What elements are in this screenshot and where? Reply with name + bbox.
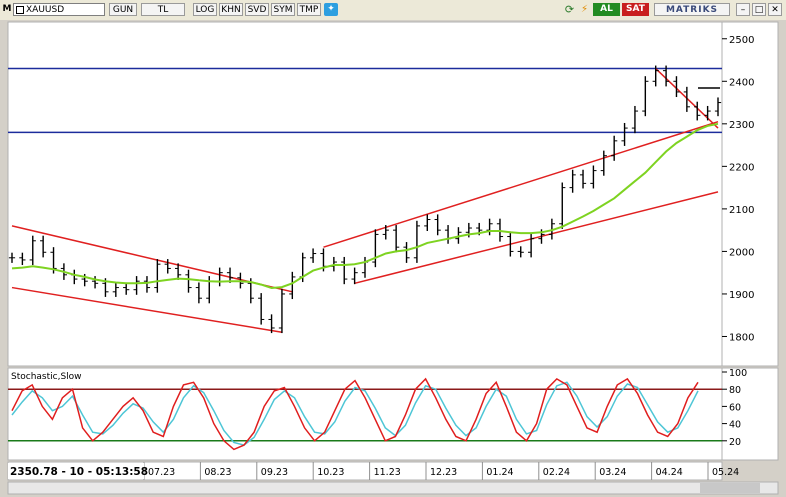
toolbar: M XAUUSD GUN TL LOG KHN SVD SYM TMP ✦ ⟳ … — [0, 0, 786, 21]
price-tick-label: 2000 — [729, 247, 754, 258]
symbol-label: XAUUSD — [26, 5, 65, 15]
stochastic-tick-label: 100 — [729, 368, 747, 379]
price-tick-label: 1900 — [729, 290, 754, 301]
scrollbar-thumb[interactable] — [700, 483, 760, 493]
status-readout: 2350.78 - 10 - 05:13:58 — [10, 466, 148, 478]
stochastic-slow-line — [11, 381, 699, 446]
date-tick-label: 08.23 — [204, 467, 231, 478]
symbol-box[interactable]: XAUUSD — [13, 3, 105, 16]
lightning-icon[interactable]: ⚡ — [580, 4, 589, 15]
sell-button[interactable]: SAT — [622, 3, 649, 16]
svd-button[interactable]: SVD — [245, 3, 269, 16]
price-tick-label: 1800 — [729, 332, 754, 343]
readout-box — [8, 463, 144, 479]
minimize-icon[interactable]: – — [736, 3, 750, 16]
menu-button[interactable]: M — [2, 4, 12, 14]
gun-button[interactable]: GUN — [109, 3, 137, 16]
scrollbar[interactable] — [7, 481, 779, 495]
price-tick-label: 2300 — [729, 120, 754, 131]
price-panel — [7, 21, 723, 367]
date-tick-label: 05.24 — [712, 467, 739, 478]
price-tick-label: 2200 — [729, 162, 754, 173]
date-tick-label: 04.24 — [656, 467, 683, 478]
price-axis-panel — [721, 21, 779, 367]
trend-line[interactable] — [354, 191, 719, 285]
stochastic-tick-label: 60 — [729, 402, 741, 413]
date-tick-label: 10.23 — [317, 467, 344, 478]
maximize-icon[interactable]: □ — [752, 3, 766, 16]
close-icon[interactable]: ✕ — [768, 3, 782, 16]
date-tick-label: 02.24 — [543, 467, 570, 478]
date-tick-label: 11.23 — [374, 467, 401, 478]
stochastic-tick-label: 80 — [729, 385, 741, 396]
buy-button[interactable]: AL — [593, 3, 620, 16]
price-tick-label: 2100 — [729, 205, 754, 216]
stochastic-title: Stochastic,Slow — [11, 372, 82, 382]
brand-logo: MATRIKS — [654, 3, 730, 16]
dropdown-square-icon — [16, 6, 24, 14]
stochastic-panel — [7, 367, 723, 461]
trend-line[interactable] — [323, 120, 719, 248]
chart-area[interactable]: 1800 1900 2000 2100 2200 2300 2400 2500 Stochas… — [0, 20, 786, 497]
tmp-button[interactable]: TMP — [297, 3, 321, 16]
stochastic-tick-label: 40 — [729, 420, 741, 431]
price-tick-label: 2400 — [729, 77, 754, 88]
twitter-icon[interactable]: ✦ — [324, 3, 338, 16]
date-tick-label: 12.23 — [430, 467, 457, 478]
sym-button[interactable]: SYM — [271, 3, 295, 16]
khn-button[interactable]: KHN — [219, 3, 243, 16]
tl-button[interactable]: TL — [141, 3, 185, 16]
price-tick-label: 2500 — [729, 35, 754, 46]
date-tick-label: 09.23 — [261, 467, 288, 478]
stochastic-axis-panel — [721, 367, 779, 461]
moving-average-line — [11, 122, 719, 290]
stochastic-fast-line — [11, 377, 699, 451]
date-tick-label: 03.24 — [599, 467, 626, 478]
trend-line[interactable] — [11, 286, 283, 333]
stochastic-tick-label: 20 — [729, 437, 741, 448]
date-tick-label: 01.24 — [486, 467, 513, 478]
date-tick-label: 07.23 — [148, 467, 175, 478]
log-button[interactable]: LOG — [193, 3, 217, 16]
refresh-icon[interactable]: ⟳ — [564, 3, 575, 16]
